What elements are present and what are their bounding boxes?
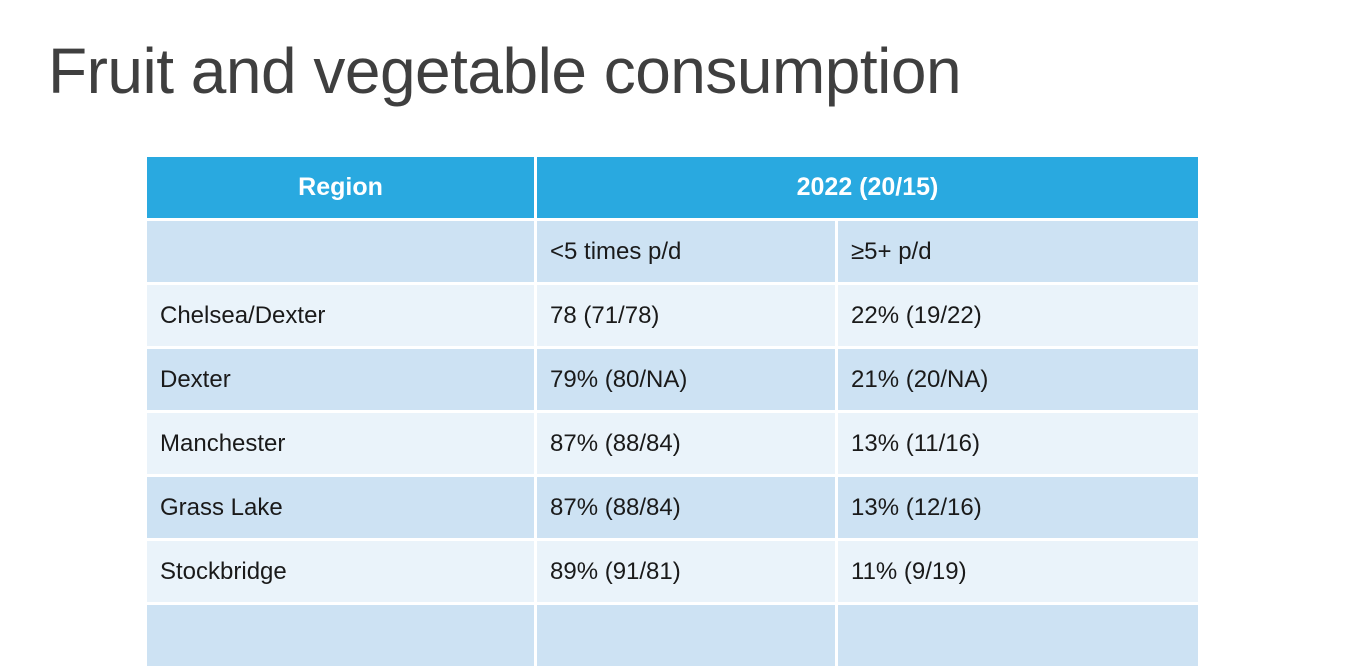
lt5-times-cell: 78 (71/78) — [537, 285, 835, 346]
table-row-clipped-cell — [147, 605, 534, 666]
lt5-times-cell: 87% (88/84) — [537, 413, 835, 474]
table-header-year: 2022 (20/15) — [537, 157, 1198, 218]
consumption-table: Region 2022 (20/15) <5 times p/d ≥5+ p/d… — [147, 157, 1198, 666]
lt5-times-cell: 87% (88/84) — [537, 477, 835, 538]
region-cell: Chelsea/Dexter — [147, 285, 534, 346]
subheader-gte5-label: ≥5+ p/d — [838, 221, 1198, 282]
gte5-cell: 22% (19/22) — [838, 285, 1198, 346]
lt5-times-cell: 89% (91/81) — [537, 541, 835, 602]
subheader-empty-cell — [147, 221, 534, 282]
lt5-times-cell: 79% (80/NA) — [537, 349, 835, 410]
region-cell: Stockbridge — [147, 541, 534, 602]
table-row-clipped-cell — [537, 605, 835, 666]
subheader-lt5-label: <5 times p/d — [537, 221, 835, 282]
region-cell: Dexter — [147, 349, 534, 410]
region-cell: Manchester — [147, 413, 534, 474]
table-row-clipped-cell — [838, 605, 1198, 666]
gte5-cell: 13% (12/16) — [838, 477, 1198, 538]
gte5-cell: 13% (11/16) — [838, 413, 1198, 474]
gte5-cell: 21% (20/NA) — [838, 349, 1198, 410]
slide-title: Fruit and vegetable consumption — [48, 35, 962, 107]
gte5-cell: 11% (9/19) — [838, 541, 1198, 602]
region-cell: Grass Lake — [147, 477, 534, 538]
table-header-region: Region — [147, 157, 534, 218]
